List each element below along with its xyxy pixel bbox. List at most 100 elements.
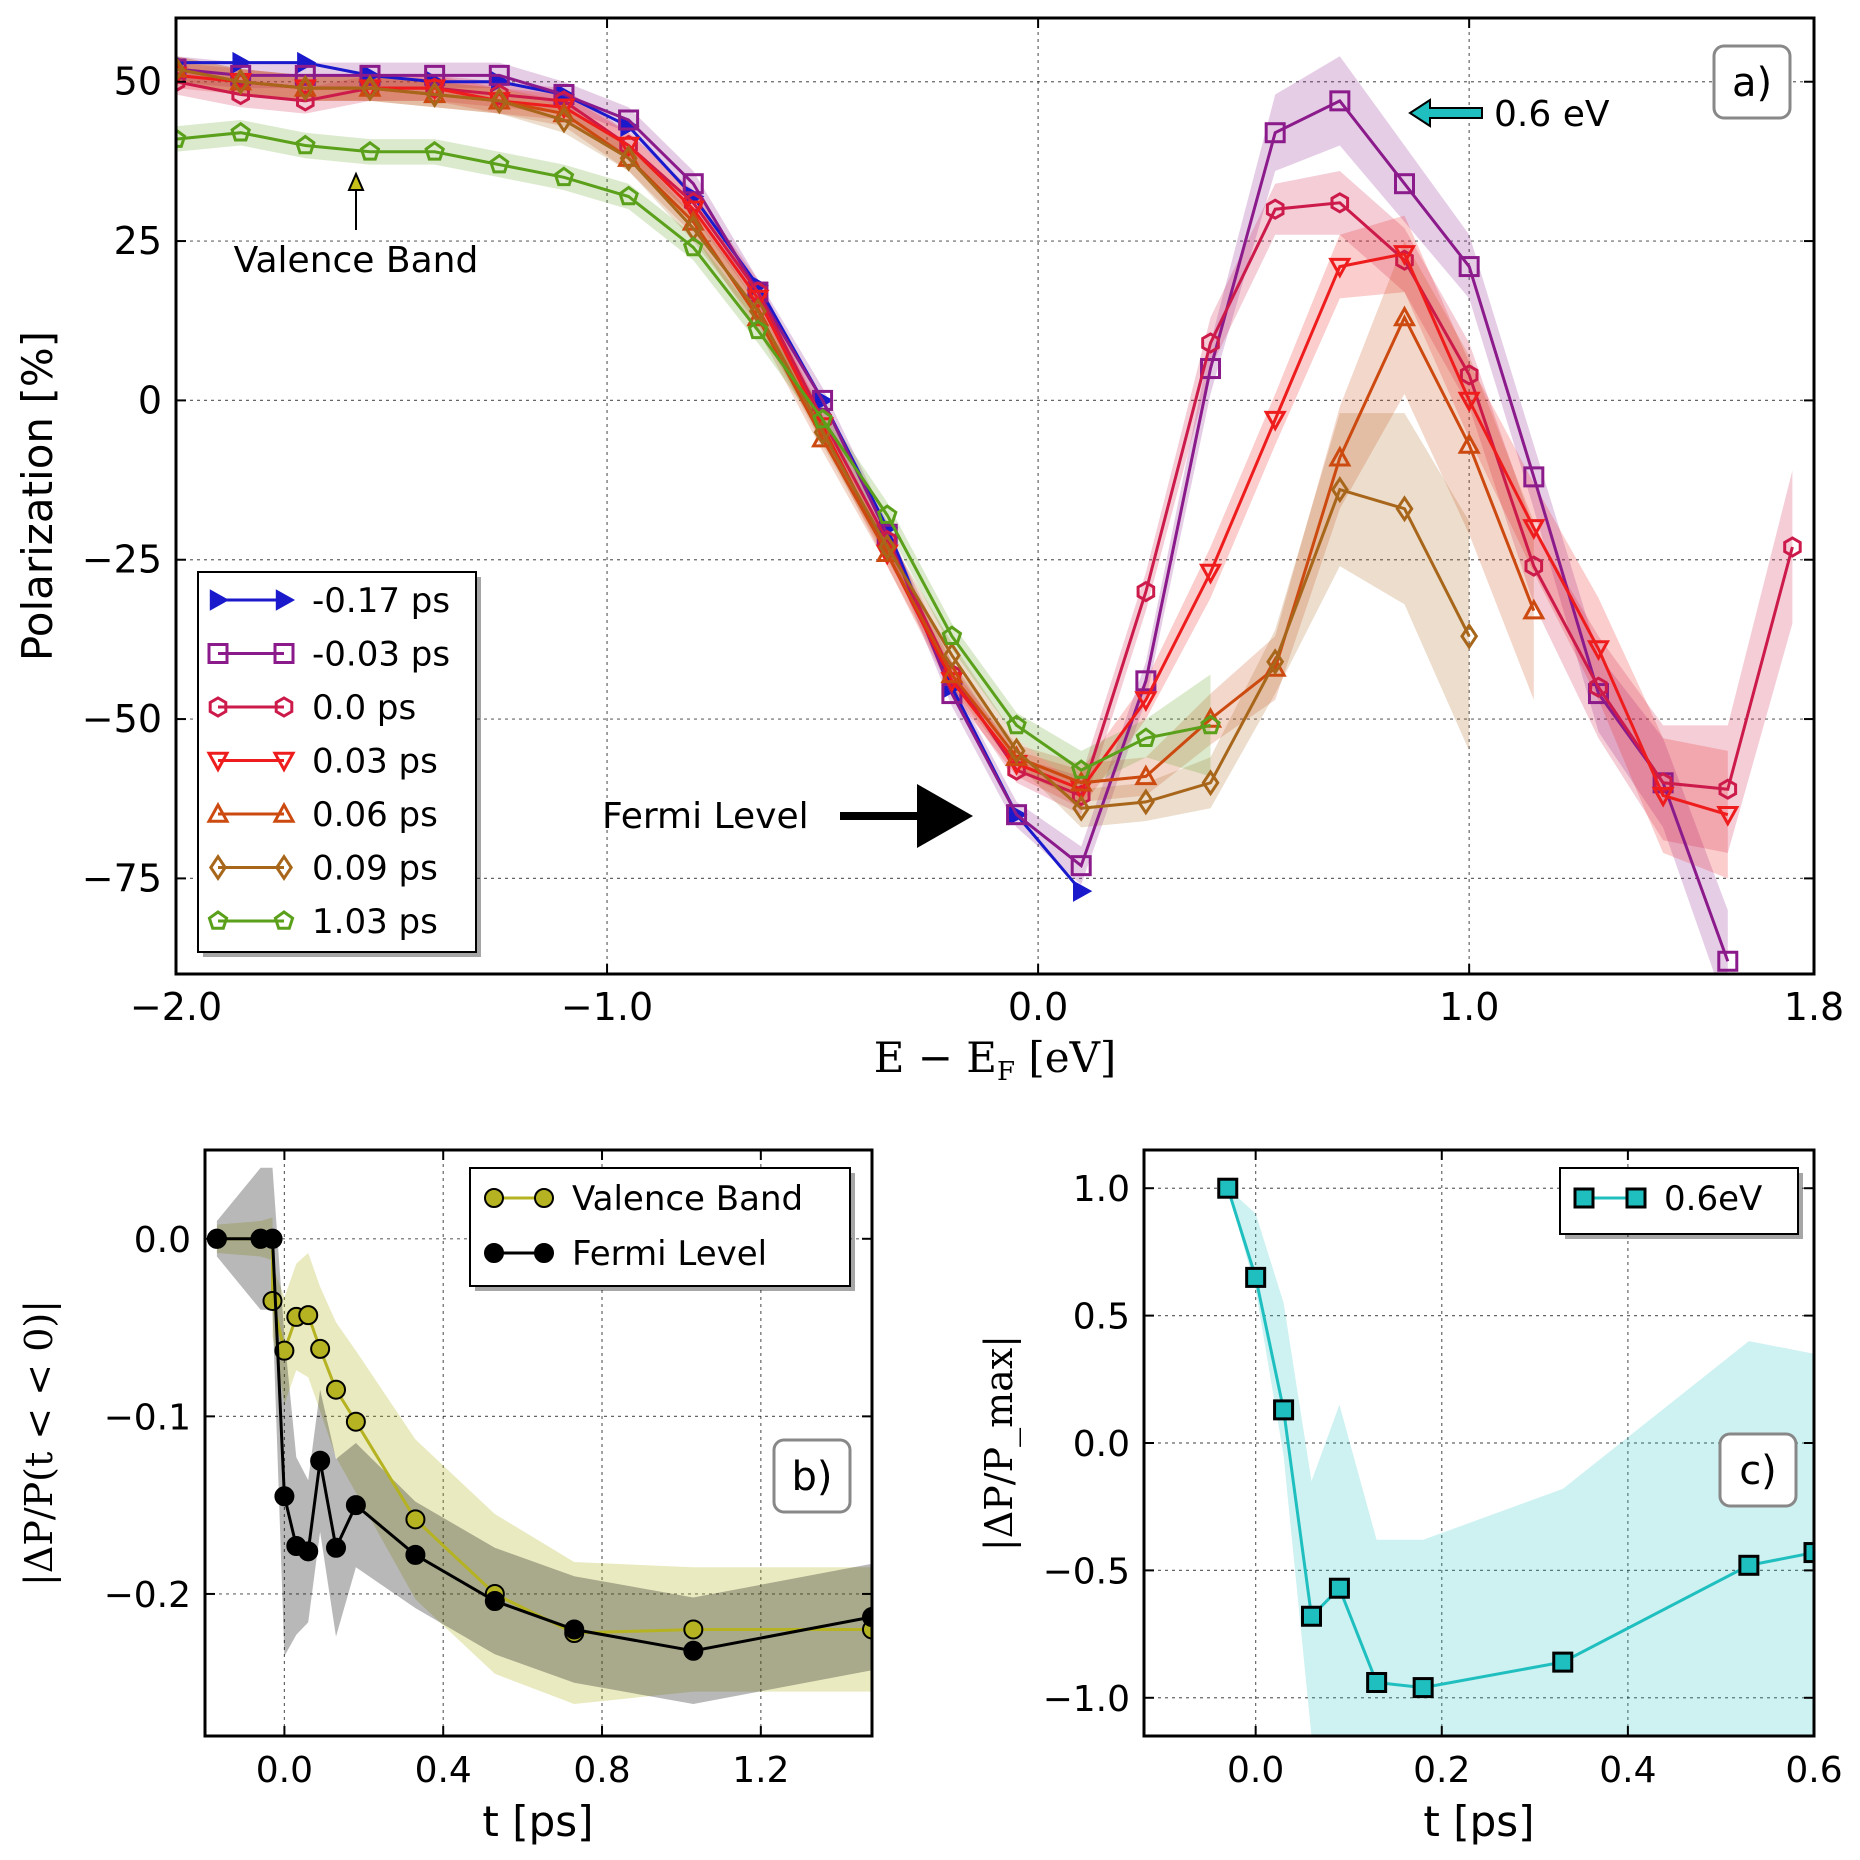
point-0-0-ps	[1783, 536, 1802, 558]
point-0-03-ps	[1458, 256, 1480, 278]
series-line-1-03-ps	[176, 131, 1211, 772]
panel-a-label-box: a)	[1712, 44, 1792, 120]
legend-marker-0-09-ps	[274, 853, 294, 882]
point-valence-band	[405, 1509, 426, 1530]
point-1-03-ps	[1006, 714, 1027, 735]
point-0-09-ps	[296, 74, 315, 102]
point-valence-band	[345, 1411, 366, 1432]
band-valence-band	[216, 1217, 872, 1704]
panel-c-ticks: 0.0 0.2 0.4 0.6 1.0 0.5 0.0 −0.5 −1.0	[1043, 1150, 1843, 1791]
x-tick-label: −1.0	[561, 985, 653, 1029]
panel-a-label: a)	[1732, 60, 1772, 106]
point-0-0-ps	[1330, 192, 1350, 214]
y-tick-label: 50	[114, 60, 162, 104]
legend-marker-1-03-ps	[207, 910, 229, 930]
legend-marker-0-03-ps	[272, 751, 296, 773]
panel-b-label-box: b)	[772, 1438, 852, 1514]
point-0-0-ps	[490, 83, 509, 106]
point-0-09-ps	[231, 68, 250, 96]
point-0-06-ps	[1069, 770, 1093, 792]
point-0-0-ps	[1201, 332, 1220, 354]
point-0-06-ps	[1328, 445, 1352, 467]
point-1-03-ps	[230, 121, 251, 142]
x-tick-label: 0.8	[573, 1750, 630, 1791]
point-fermi-level	[274, 1486, 295, 1507]
y-tick-label: 0	[138, 378, 162, 422]
point-0-03-ps	[1651, 786, 1675, 808]
panel-b-error-bands	[216, 1167, 872, 1704]
legend-marker-0-6ev	[1573, 1187, 1595, 1209]
legend-label-0-17-ps: -0.17 ps	[312, 581, 450, 621]
panel-a-chart: −2.0 −1.0 0.0 1.0 1.8 50 25 0 −25 −50 −75 E − EF […	[13, 16, 1844, 1087]
panel-a-frame	[174, 16, 1816, 976]
x-tick-label: 0.4	[1599, 1750, 1656, 1791]
point-0-03-ps	[1200, 358, 1222, 380]
point-0-03-ps	[1329, 90, 1351, 112]
point-0-09-ps	[1266, 648, 1285, 676]
panel-b-xlabel: t [ps]	[482, 1797, 593, 1846]
point-1-03-ps	[1200, 714, 1221, 735]
legend-marker-0-17-ps	[209, 589, 230, 611]
legend-marker-0-0-ps	[274, 696, 294, 718]
x-tick-label: 1.2	[732, 1750, 789, 1791]
legend-marker-0-17-ps	[275, 589, 296, 611]
legend-marker-fermi-level	[484, 1243, 504, 1263]
point-0-17-ps	[1073, 880, 1093, 902]
panel-a-series	[176, 51, 1802, 972]
y-tick-label: −50	[82, 697, 162, 741]
legend-label-fermi-level: Fermi Level	[572, 1234, 767, 1274]
point-0-09-ps	[1072, 794, 1091, 822]
point-0-09-ps	[425, 80, 444, 108]
series-line-0-6ev	[1226, 1187, 1814, 1690]
point-fermi-level	[310, 1450, 331, 1471]
panel-a-legend: -0.17 ps -0.03 ps 0.0 ps 0.03 ps 0.06 ps 0.09…	[197, 571, 481, 957]
point-0-06-ps	[1134, 764, 1158, 786]
panel-b-ylabel: |ΔP/P(t < < 0)|	[17, 1300, 61, 1586]
point-0-09-ps	[619, 144, 638, 172]
point-0-03-ps	[1263, 410, 1287, 432]
point-0-09-ps	[1136, 788, 1155, 816]
legend-label-0-09-ps: 0.09 ps	[312, 849, 438, 889]
y-tick-label: 0.0	[134, 1220, 191, 1261]
panel-b-frame	[203, 1148, 874, 1738]
point-1-03-ps	[812, 408, 833, 429]
point-1-03-ps	[682, 236, 704, 257]
point-1-03-ps	[1070, 759, 1092, 779]
0-6-ev-annotation-text: 0.6 eV	[1494, 94, 1610, 135]
point-fermi-level	[862, 1607, 872, 1628]
y-tick-label: −0.5	[1043, 1551, 1130, 1592]
point-0-09-ps	[176, 55, 186, 83]
point-0-6ev	[1366, 1671, 1388, 1693]
panel-b-label: b)	[792, 1454, 833, 1500]
point-0-09-ps	[1395, 495, 1414, 523]
point-1-03-ps	[295, 134, 316, 155]
y-tick-label: −0.2	[104, 1575, 191, 1616]
point-0-6ev	[1552, 1651, 1574, 1673]
x-tick-label: 0.0	[1008, 985, 1068, 1029]
point-0-03-ps	[1328, 257, 1352, 279]
point-valence-band	[310, 1338, 331, 1359]
legend-marker-fermi-level	[534, 1243, 554, 1263]
point-0-06-ps	[940, 662, 964, 684]
point-0-0-ps	[1265, 198, 1285, 220]
point-1-03-ps	[553, 166, 575, 187]
0-6-ev-annotation: 0.6 eV	[1408, 94, 1610, 135]
y-tick-label: −75	[82, 856, 162, 900]
panel-c-label-box: c)	[1718, 1432, 1798, 1508]
legend-label-0-0-ps: 0.0 ps	[312, 688, 416, 728]
legend-marker-0-03-ps	[206, 751, 230, 773]
point-0-03-ps	[1523, 466, 1545, 488]
x-tick-label: 0.0	[256, 1750, 313, 1791]
point-0-06-ps	[1522, 598, 1546, 620]
series-line-fermi-level	[216, 1237, 872, 1653]
point-0-03-ps	[1006, 804, 1028, 826]
point-0-6ev	[1803, 1542, 1814, 1564]
legend-marker-0-0-ps	[208, 696, 228, 718]
legend-marker-0-06-ps	[272, 801, 296, 823]
point-0-03-ps	[618, 109, 640, 131]
point-fermi-level	[683, 1640, 704, 1661]
point-0-03-ps	[359, 64, 381, 86]
point-0-6ev	[1328, 1577, 1350, 1599]
point-0-09-ps	[1330, 476, 1349, 504]
